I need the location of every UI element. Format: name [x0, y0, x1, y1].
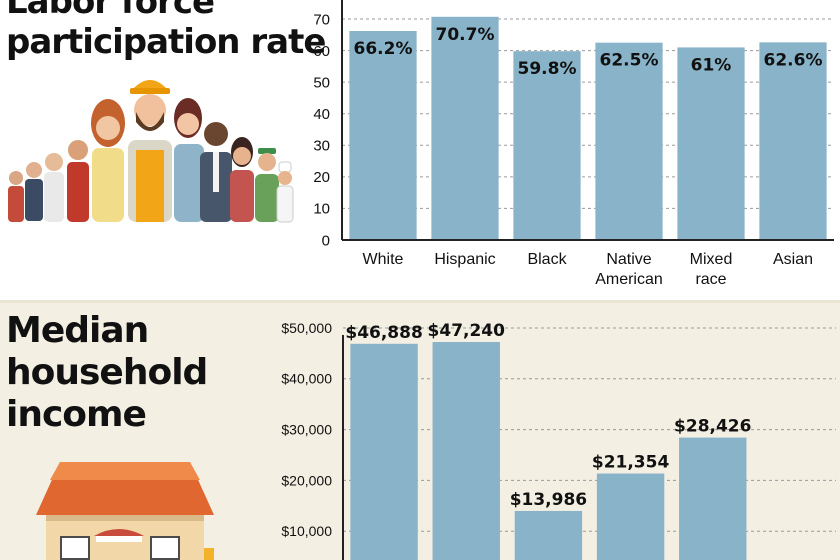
- value-label: $46,888: [345, 323, 422, 343]
- y-tick-label: $10,000: [281, 523, 332, 539]
- labor-force-heading: Labor force participation rate: [6, 0, 326, 62]
- x-tick-label: Black: [527, 251, 567, 268]
- value-label: $13,986: [510, 490, 587, 510]
- y-tick-label: $40,000: [281, 371, 332, 387]
- y-tick-label: 70: [313, 11, 330, 28]
- panel-divider: [0, 300, 840, 303]
- value-label: 70.7%: [436, 25, 495, 45]
- bar: [513, 51, 581, 241]
- bar: [514, 510, 583, 560]
- workers-illustration-icon: [8, 80, 294, 223]
- workers-group: [8, 80, 294, 223]
- y-tick-label: $30,000: [281, 422, 332, 438]
- heading-line: Labor force: [6, 0, 215, 22]
- y-tick-label: 10: [313, 201, 330, 218]
- value-label: 59.8%: [518, 59, 577, 79]
- heading-line: income: [6, 394, 147, 435]
- value-label: $47,240: [428, 321, 506, 341]
- bar: [596, 473, 665, 560]
- x-tick-label: race: [695, 271, 726, 288]
- y-tick-label: $20,000: [281, 472, 332, 488]
- x-tick-label: Mixed: [690, 251, 733, 268]
- x-tick-label: American: [595, 271, 663, 288]
- y-tick-label: 60: [313, 43, 330, 60]
- bar: [679, 437, 747, 560]
- heading-line: participation rate: [6, 22, 326, 62]
- x-tick-label: Hispanic: [434, 251, 495, 268]
- y-tick-label: 0: [322, 232, 330, 249]
- heading-line: household: [6, 352, 208, 393]
- house-illustration-icon: [36, 462, 214, 560]
- value-label: 62.5%: [600, 51, 659, 71]
- bar: [759, 42, 827, 241]
- bar: [350, 343, 418, 560]
- x-tick-label: White: [363, 251, 404, 268]
- value-label: 61%: [691, 55, 732, 75]
- y-tick-label: 40: [313, 106, 330, 123]
- bar: [432, 342, 500, 560]
- x-tick-label: Native: [606, 251, 651, 268]
- y-tick-label: 30: [313, 138, 330, 155]
- value-label: $21,354: [592, 453, 670, 473]
- bar: [431, 16, 499, 241]
- y-tick-label: 20: [313, 169, 330, 186]
- x-tick-label: Asian: [773, 251, 813, 268]
- house-group: [36, 462, 214, 560]
- y-tick-label: $50,000: [281, 320, 332, 336]
- heading-line: Median: [6, 310, 149, 351]
- y-tick-label: 50: [313, 74, 330, 91]
- income-heading: Median household income: [6, 310, 208, 436]
- value-label: 66.2%: [354, 39, 413, 59]
- bar: [595, 42, 663, 240]
- value-label: $28,426: [674, 417, 751, 437]
- bar: [349, 30, 417, 240]
- bar: [677, 47, 745, 240]
- labor-force-chart: 0 10 20 30 40 50 60 70 66.2% White 70.7% Hispanic 59…: [313, 0, 834, 288]
- value-label: 62.6%: [764, 50, 823, 70]
